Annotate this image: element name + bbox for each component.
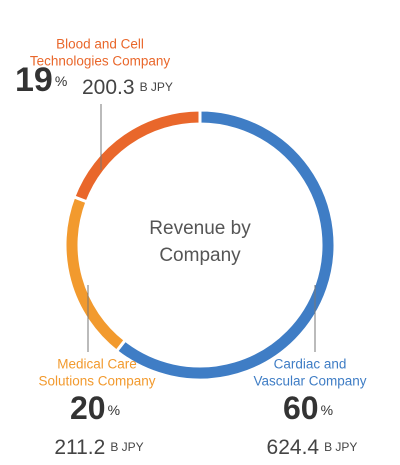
amount-unit: B JPY: [110, 440, 143, 454]
category-label: Vascular Company: [253, 374, 366, 389]
amount-unit: B JPY: [140, 80, 173, 94]
amount-unit: B JPY: [324, 440, 357, 454]
percent-unit: %: [108, 402, 120, 418]
category-label: Cardiac and: [274, 357, 347, 372]
amount-label: 200.3 B JPY: [82, 76, 173, 99]
percent-value: 60: [283, 390, 319, 426]
percent-value: 19: [15, 61, 53, 99]
amount-value: 624.4: [267, 436, 320, 459]
category-label: Solutions Company: [38, 374, 155, 389]
center-label: Company: [159, 245, 241, 266]
percent-label: 19%: [15, 61, 67, 99]
percent-unit: %: [321, 402, 333, 418]
donut-segment: [71, 108, 202, 204]
donut-segment: [63, 194, 128, 354]
percent-unit: %: [55, 73, 67, 89]
category-label: Blood and Cell: [56, 37, 144, 52]
amount-label: 624.4 B JPY: [267, 436, 358, 459]
percent-label: 20%: [70, 390, 120, 426]
amount-label: 211.2 B JPY: [54, 436, 143, 459]
center-label: Revenue by: [149, 218, 251, 239]
percent-label: 60%: [283, 390, 333, 426]
category-label: Medical Care: [57, 357, 137, 372]
category-label: Technologies Company: [30, 54, 171, 69]
amount-value: 211.2: [54, 436, 105, 459]
amount-value: 200.3: [82, 76, 135, 99]
percent-value: 20: [70, 390, 106, 426]
